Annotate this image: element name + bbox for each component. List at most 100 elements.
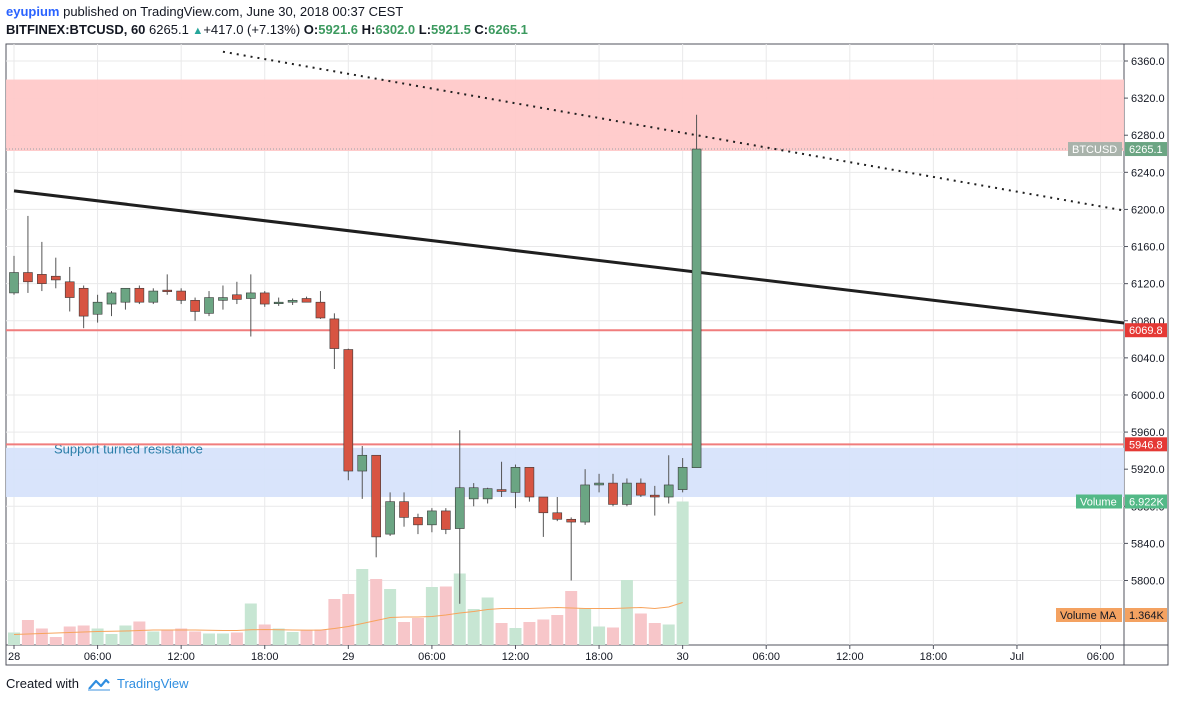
candle: [580, 469, 590, 525]
volume-bar: [370, 579, 383, 645]
author-link[interactable]: eyupium: [6, 4, 60, 19]
candle-body: [427, 510, 437, 526]
volume-bars: [8, 501, 689, 645]
time-tick-label: 12:00: [836, 651, 864, 663]
price-tick-label: 5920.0: [1131, 464, 1165, 476]
price-tick-label: 5840.0: [1131, 538, 1165, 550]
open-value: 5921.6: [318, 22, 359, 37]
candle-body: [496, 489, 507, 492]
candle: [9, 255, 19, 295]
candle: [482, 487, 493, 504]
candle: [468, 483, 479, 507]
candle-body: [608, 482, 618, 505]
close-label: C:: [474, 22, 489, 37]
volume-bar: [105, 634, 118, 645]
volume-bar: [593, 626, 606, 645]
time-tick-label: 06:00: [752, 651, 780, 663]
time-tick-label: 18:00: [585, 651, 613, 663]
legend-line: BITFINEX:BTCUSD, 60 6265.1 ▲+417.0 (+7.1…: [6, 22, 528, 37]
time-tick-label: 06:00: [418, 651, 446, 663]
volume-bar: [272, 628, 285, 645]
price-tick-label: 6280.0: [1131, 130, 1165, 142]
publish-text: published on TradingView.com, June 30, 2…: [63, 4, 404, 19]
change-arrow-icon: ▲: [192, 25, 204, 37]
volume-bar: [411, 618, 424, 645]
volume-bar: [49, 637, 62, 645]
volume-bar: [439, 586, 452, 645]
time-tick-label: 29: [342, 651, 354, 663]
candle-body: [232, 294, 242, 300]
price-tick-label: 5960.0: [1131, 427, 1165, 439]
close-value: 6265.1: [488, 22, 528, 37]
volume-bar: [453, 573, 466, 645]
candle: [273, 297, 284, 306]
candle: [190, 297, 200, 321]
candle-body: [9, 272, 19, 294]
candle-body: [106, 292, 117, 305]
candle-body: [64, 281, 75, 298]
candle: [691, 114, 702, 468]
candle: [385, 492, 395, 536]
volume-bar: [91, 628, 104, 645]
volume-bar: [579, 608, 592, 645]
volume-tag: Volume: [1076, 494, 1122, 509]
volume-bar: [634, 613, 647, 645]
candle-body: [218, 297, 228, 301]
volume-bar: [676, 501, 689, 645]
price-tick-label: 6160.0: [1131, 242, 1165, 254]
volume-bar: [258, 624, 271, 645]
candle-body: [23, 272, 33, 283]
candle-body: [287, 300, 298, 303]
low-label: L:: [418, 22, 432, 37]
candle-body: [636, 482, 646, 496]
volume-bar: [495, 623, 508, 645]
candle-body: [92, 301, 103, 315]
candle: [37, 241, 47, 292]
open-label: O:: [303, 22, 319, 37]
candle-body: [37, 274, 47, 284]
candle-body: [162, 289, 173, 292]
candle: [677, 458, 688, 493]
volume-ma-badge-text: 1.364K: [1129, 610, 1165, 622]
candle-body: [691, 148, 702, 468]
candle-body: [190, 300, 200, 312]
candle: [287, 298, 298, 305]
candle-body: [246, 292, 256, 299]
volume-bar: [606, 627, 619, 645]
candle-body: [468, 487, 479, 500]
tradingview-link[interactable]: TradingView: [116, 676, 189, 691]
symbol-label[interactable]: BITFINEX:BTCUSD, 60: [6, 22, 146, 37]
candle-body: [134, 287, 145, 303]
candle: [496, 461, 507, 498]
volume-bar: [356, 569, 369, 645]
volume-bar: [119, 625, 132, 645]
time-tick-label: 12:00: [502, 651, 530, 663]
candle-body: [204, 297, 214, 314]
candle-body: [677, 467, 688, 490]
hline-badge-lower-text: 5946.8: [1129, 439, 1163, 451]
volume-bar: [328, 599, 341, 645]
time-tick-label: 06:00: [1087, 651, 1115, 663]
candle: [524, 467, 535, 502]
candle-body: [441, 510, 451, 530]
candle: [315, 291, 326, 319]
candle: [427, 508, 437, 533]
candle-body: [454, 487, 465, 529]
candle-body: [413, 517, 423, 526]
hline-badge-lower: 5946.8: [1125, 437, 1167, 452]
candle: [343, 348, 354, 481]
chart-frame: [5, 43, 1169, 666]
time-tick-label: 28: [8, 651, 20, 663]
time-tick-label: Jul: [1010, 651, 1024, 663]
candle-body: [78, 287, 89, 317]
price-tick-label: 6240.0: [1131, 167, 1165, 179]
high-label: H:: [361, 22, 376, 37]
candle: [259, 291, 270, 307]
candle-body: [273, 301, 284, 304]
price-tick-label: 6200.0: [1131, 204, 1165, 216]
candle-body: [315, 301, 326, 319]
volume-bar: [286, 632, 299, 645]
volume-bar: [523, 622, 536, 645]
candle: [663, 455, 674, 504]
